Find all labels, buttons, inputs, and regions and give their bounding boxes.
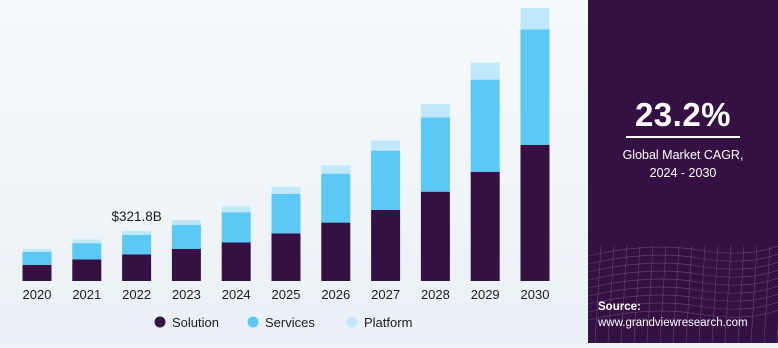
cagr-divider: [626, 136, 740, 138]
grid-vertical-line: [711, 245, 719, 343]
legend-item-services: Services: [247, 315, 315, 330]
legend-label: Services: [265, 315, 315, 330]
x-axis-ticks: 2020 2021 2022 2023 2024 2025 2026 2027 2028 2029…: [23, 287, 550, 302]
bar-platform-2027: [371, 140, 401, 151]
bar-services-2026: [321, 173, 351, 223]
legend-item-solution: Solution: [154, 315, 219, 330]
legend-swatch: [247, 316, 259, 328]
bar-services-2027: [371, 150, 401, 210]
bar-platform-2022: [122, 230, 152, 235]
grid-wave-line: [588, 309, 778, 321]
bar-services-2020: [22, 251, 52, 265]
grid-vertical-line: [685, 245, 693, 343]
bar-solution-2027: [371, 210, 401, 281]
x-tick-label: 2021: [72, 287, 101, 302]
grid-wave-line: [588, 277, 778, 289]
source-url: www.grandviewresearch.com: [598, 317, 748, 329]
grid-wave-line: [588, 261, 778, 273]
source-title: Source:: [598, 301, 641, 313]
annotation-label: $321.8B: [111, 209, 161, 224]
cagr-panel: 23.2% Global Market CAGR, 2024 - 2030 So…: [588, 0, 778, 343]
bar-solution-2020: [22, 264, 52, 281]
cagr-label: Global Market CAGR, 2024 - 2030: [588, 146, 778, 182]
grid-wave-line: [588, 301, 778, 313]
x-tick-label: 2020: [23, 287, 52, 302]
grid-wave-line: [588, 253, 778, 265]
bars-layer: [22, 7, 550, 281]
bar-platform-2021: [72, 239, 102, 244]
bar-services-2023: [171, 224, 201, 249]
cagr-label-line2: 2024 - 2030: [649, 166, 717, 180]
grid-vertical-line: [724, 245, 732, 343]
bar-platform-2025: [271, 187, 301, 194]
bar-platform-2020: [22, 248, 52, 252]
x-tick-label: 2027: [371, 287, 400, 302]
grid-vertical-line: [607, 245, 615, 343]
cagr-label-line1: Global Market CAGR,: [622, 148, 744, 162]
legend-item-platform: Platform: [346, 315, 412, 330]
bar-services-2021: [72, 243, 102, 260]
x-tick-label: 2025: [272, 287, 301, 302]
legend: Solution Services Platform: [154, 315, 412, 330]
bar-platform-2028: [420, 104, 450, 118]
bar-platform-2024: [221, 206, 251, 213]
grid-vertical-line: [594, 245, 602, 343]
grid-vertical-line: [633, 245, 641, 343]
bar-services-2029: [470, 79, 500, 172]
legend-swatch: [154, 316, 166, 328]
x-tick-label: 2029: [471, 287, 500, 302]
grid-wave-line: [588, 293, 778, 305]
cagr-value: 23.2%: [634, 96, 732, 133]
wave-grid-decoration: [588, 245, 778, 343]
bar-platform-2023: [171, 220, 201, 225]
x-tick-label: 2022: [122, 287, 151, 302]
grid-vertical-line: [750, 245, 758, 343]
bar-solution-2029: [470, 171, 500, 281]
grid-vertical-line: [737, 245, 745, 343]
x-tick-label: 2028: [421, 287, 450, 302]
bar-solution-2023: [171, 248, 201, 281]
bar-services-2030: [520, 29, 550, 145]
legend-swatch: [346, 316, 358, 328]
grid-vertical-line: [698, 245, 706, 343]
x-tick-label: 2026: [321, 287, 350, 302]
grid-vertical-line: [620, 245, 628, 343]
x-tick-label: 2024: [222, 287, 251, 302]
bar-solution-2025: [271, 233, 301, 281]
grid-vertical-line: [646, 245, 654, 343]
x-tick-label: 2030: [521, 287, 550, 302]
bar-solution-2028: [420, 191, 450, 281]
grid-wave-line: [588, 285, 778, 297]
bar-solution-2022: [122, 254, 152, 281]
bar-solution-2030: [520, 144, 550, 281]
bar-platform-2026: [321, 165, 351, 174]
legend-label: Solution: [172, 315, 219, 330]
grid-wave-line: [588, 269, 778, 281]
bar-services-2022: [122, 234, 152, 255]
legend-label: Platform: [364, 315, 412, 330]
bar-platform-2029: [470, 62, 500, 80]
bar-solution-2021: [72, 259, 102, 281]
grid-vertical-line: [763, 245, 771, 343]
x-tick-label: 2023: [172, 287, 201, 302]
bar-solution-2024: [221, 242, 251, 281]
bar-services-2025: [271, 193, 301, 234]
bar-platform-2030: [520, 7, 550, 30]
chart-area: 2020 2021 2022 2023 2024 2025 2026 2027 2028 2029…: [0, 0, 588, 343]
bar-services-2024: [221, 212, 251, 243]
bar-services-2028: [420, 117, 450, 192]
bar-solution-2026: [321, 222, 351, 281]
grid-vertical-line: [672, 245, 680, 343]
grid-vertical-line: [659, 245, 667, 343]
stacked-bar-chart: 2020 2021 2022 2023 2024 2025 2026 2027 2028 2029…: [22, 7, 550, 330]
grid-wave-line: [588, 245, 778, 257]
